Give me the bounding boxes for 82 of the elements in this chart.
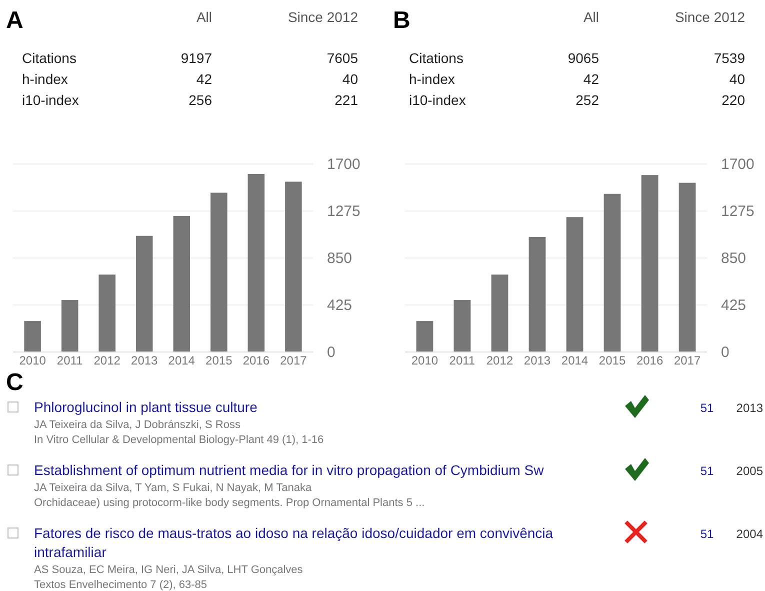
bar	[24, 321, 41, 352]
bar	[98, 274, 116, 352]
text: 51	[700, 464, 714, 478]
bar	[604, 194, 621, 352]
bar	[678, 182, 696, 352]
x-tick-label: 2012	[94, 354, 121, 368]
x-tick-label: 2017	[280, 354, 308, 368]
text: 40	[729, 71, 746, 87]
y-tick-label: 0	[721, 344, 730, 361]
text: 2004	[736, 527, 764, 541]
text: Orchidaceae) using protocorm-like body segments. Prop Ornamental Plants 5 ...	[34, 497, 425, 509]
text: 42	[583, 71, 600, 87]
x-tick-label: 2010	[411, 354, 438, 368]
text: Citations	[22, 50, 76, 66]
bar	[566, 217, 584, 352]
x-tick-label: 2010	[19, 354, 46, 368]
text: B	[393, 7, 410, 34]
text: 7539	[714, 50, 746, 66]
x-tick-label: 2013	[524, 354, 551, 368]
bar	[248, 174, 265, 352]
bar	[285, 182, 302, 352]
y-tick-label: 1700	[327, 156, 360, 173]
x-tick-label: 2017	[674, 354, 701, 368]
text: Since 2012	[674, 9, 746, 25]
bar	[173, 216, 190, 352]
text: Textos Envelhecimento 7 (2), 63-85	[34, 579, 208, 591]
x-tick-label: 2014	[168, 354, 196, 368]
text: JA Teixeira da Silva, J Dobránszki, S Ross	[34, 419, 241, 431]
bar	[454, 300, 471, 352]
text: Fatores de risco de maus-tratos ao idoso na relação idoso/cuidador em convivência intrafamiliar	[34, 525, 554, 560]
bar	[210, 192, 228, 352]
text: i10-index	[409, 92, 466, 108]
bar	[641, 175, 658, 352]
text: 2013	[736, 401, 764, 415]
text: h-index	[22, 71, 68, 87]
text: 220	[722, 92, 746, 108]
text: 51	[700, 527, 714, 541]
text: h-index	[409, 71, 455, 87]
bar	[491, 274, 508, 352]
text: 42	[196, 71, 212, 87]
y-tick-label: 425	[721, 296, 746, 314]
x-tick-label: 2012	[486, 354, 514, 368]
y-tick-label: 0	[327, 344, 336, 361]
x-tick-label: 2015	[598, 354, 626, 368]
x-tick-label: 2015	[206, 354, 233, 368]
text: AS Souza, EC Meira, IG Neri, JA Silva, LHT Gonçalves	[34, 564, 304, 576]
text: C	[6, 369, 24, 396]
text: In Vitro Cellular & Developmental Biology-Plant 49 (1), 1-16	[34, 434, 324, 446]
x-tick-label: 2011	[449, 354, 476, 368]
text: 9197	[180, 50, 212, 66]
text: 256	[188, 92, 212, 108]
text: Since 2012	[288, 9, 358, 25]
text: i10-index	[22, 92, 79, 108]
y-tick-label: 1275	[327, 202, 360, 220]
text: All	[196, 9, 212, 25]
text: 7605	[326, 50, 358, 66]
text: Phloroglucinol in plant tissue culture	[34, 399, 258, 415]
text: Citations	[409, 50, 464, 66]
text: All	[583, 9, 599, 25]
bar	[61, 300, 78, 352]
text: 221	[334, 92, 358, 108]
text: 2005	[736, 464, 764, 478]
bar	[416, 321, 434, 352]
y-tick-label: 425	[327, 296, 352, 314]
text: 40	[342, 71, 358, 87]
x-tick-label: 2013	[131, 354, 158, 368]
text: 51	[700, 401, 714, 415]
text: Establishment of optimum nutrient media for in vitro propagation of Cymbidium Sw	[34, 462, 545, 478]
y-tick-label: 1275	[721, 202, 754, 220]
y-tick-label: 850	[721, 250, 746, 267]
y-tick-label: 850	[327, 250, 352, 267]
text: 252	[576, 92, 600, 108]
text: JA Teixeira da Silva, T Yam, S Fukai, N Nayak, M Tanaka	[34, 482, 312, 494]
x-tick-label: 2014	[561, 354, 588, 368]
x-tick-label: 2016	[636, 354, 664, 368]
y-tick-label: 1700	[721, 156, 754, 173]
bar	[136, 236, 153, 352]
x-tick-label: 2011	[56, 354, 84, 368]
bar	[528, 236, 546, 352]
text: A	[6, 7, 24, 34]
text: 9065	[568, 50, 600, 66]
x-tick-label: 2016	[242, 354, 270, 368]
